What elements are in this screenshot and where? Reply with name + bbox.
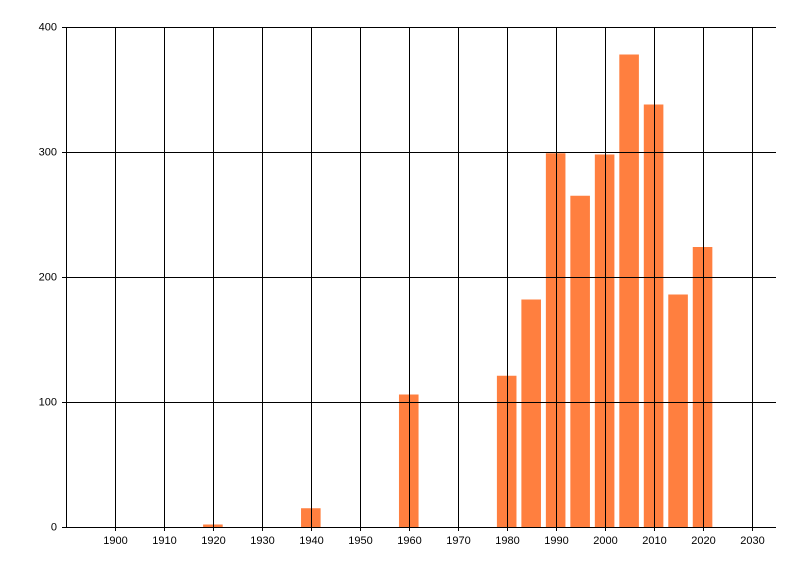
y-tick-label: 300 xyxy=(39,146,57,158)
bar xyxy=(594,154,615,527)
x-tick-label: 1900 xyxy=(103,535,127,547)
bar xyxy=(545,153,566,527)
x-tick-label: 2000 xyxy=(593,535,617,547)
x-tick-label: 1930 xyxy=(250,535,274,547)
x-tick-label: 2010 xyxy=(642,535,666,547)
bar xyxy=(570,195,590,527)
bar xyxy=(521,299,541,527)
x-tick-label: 1970 xyxy=(446,535,470,547)
bar xyxy=(398,394,419,527)
y-tick-label: 0 xyxy=(51,521,57,533)
bar xyxy=(619,54,639,527)
bar xyxy=(496,375,517,527)
bar xyxy=(692,247,713,527)
x-tick-label: 1960 xyxy=(397,535,421,547)
bar xyxy=(301,508,321,527)
x-tick-label: 1920 xyxy=(201,535,225,547)
x-tick-label: 1950 xyxy=(348,535,372,547)
bar xyxy=(203,524,223,527)
y-tick-label: 200 xyxy=(39,271,57,283)
x-tick-label: 1940 xyxy=(299,535,323,547)
x-tick-label: 1990 xyxy=(544,535,568,547)
bar xyxy=(668,294,688,527)
x-tick-label: 1910 xyxy=(152,535,176,547)
x-tick-label: 2020 xyxy=(691,535,715,547)
x-tick-label: 1980 xyxy=(495,535,519,547)
y-tick-label: 400 xyxy=(39,21,57,33)
y-tick-label: 100 xyxy=(39,396,57,408)
bar xyxy=(643,104,664,527)
x-tick-label: 2030 xyxy=(740,535,764,547)
